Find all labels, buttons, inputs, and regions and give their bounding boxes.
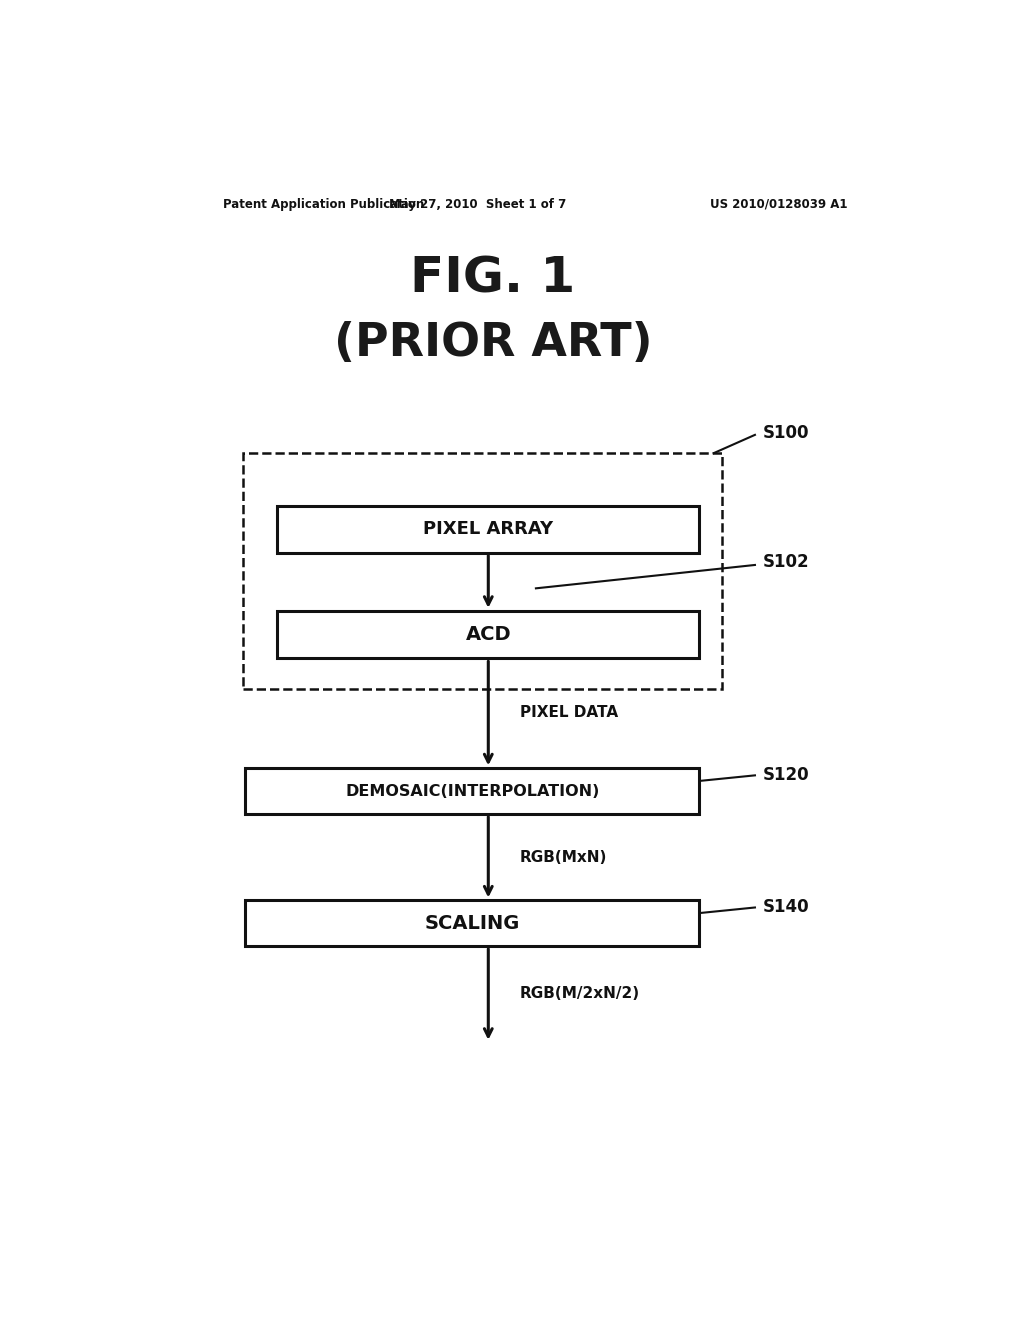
Bar xyxy=(246,900,699,946)
Text: S100: S100 xyxy=(763,424,809,442)
Bar xyxy=(243,453,722,689)
Text: S140: S140 xyxy=(763,899,810,916)
Text: PIXEL ARRAY: PIXEL ARRAY xyxy=(423,520,553,539)
Bar xyxy=(278,506,699,553)
Bar xyxy=(278,611,699,659)
Text: DEMOSAIC(INTERPOLATION): DEMOSAIC(INTERPOLATION) xyxy=(345,784,600,799)
Text: RGB(M/2xN/2): RGB(M/2xN/2) xyxy=(520,986,640,1002)
Text: FIG. 1: FIG. 1 xyxy=(411,255,575,302)
Text: PIXEL DATA: PIXEL DATA xyxy=(520,705,618,719)
Text: (PRIOR ART): (PRIOR ART) xyxy=(334,321,652,366)
Text: SCALING: SCALING xyxy=(425,913,520,933)
Text: RGB(MxN): RGB(MxN) xyxy=(520,850,607,865)
Bar xyxy=(246,768,699,814)
Text: US 2010/0128039 A1: US 2010/0128039 A1 xyxy=(710,198,848,211)
Text: ACD: ACD xyxy=(466,626,511,644)
Text: Patent Application Publication: Patent Application Publication xyxy=(223,198,425,211)
Text: S120: S120 xyxy=(763,767,810,784)
Text: S102: S102 xyxy=(763,553,810,572)
Text: May 27, 2010  Sheet 1 of 7: May 27, 2010 Sheet 1 of 7 xyxy=(388,198,566,211)
